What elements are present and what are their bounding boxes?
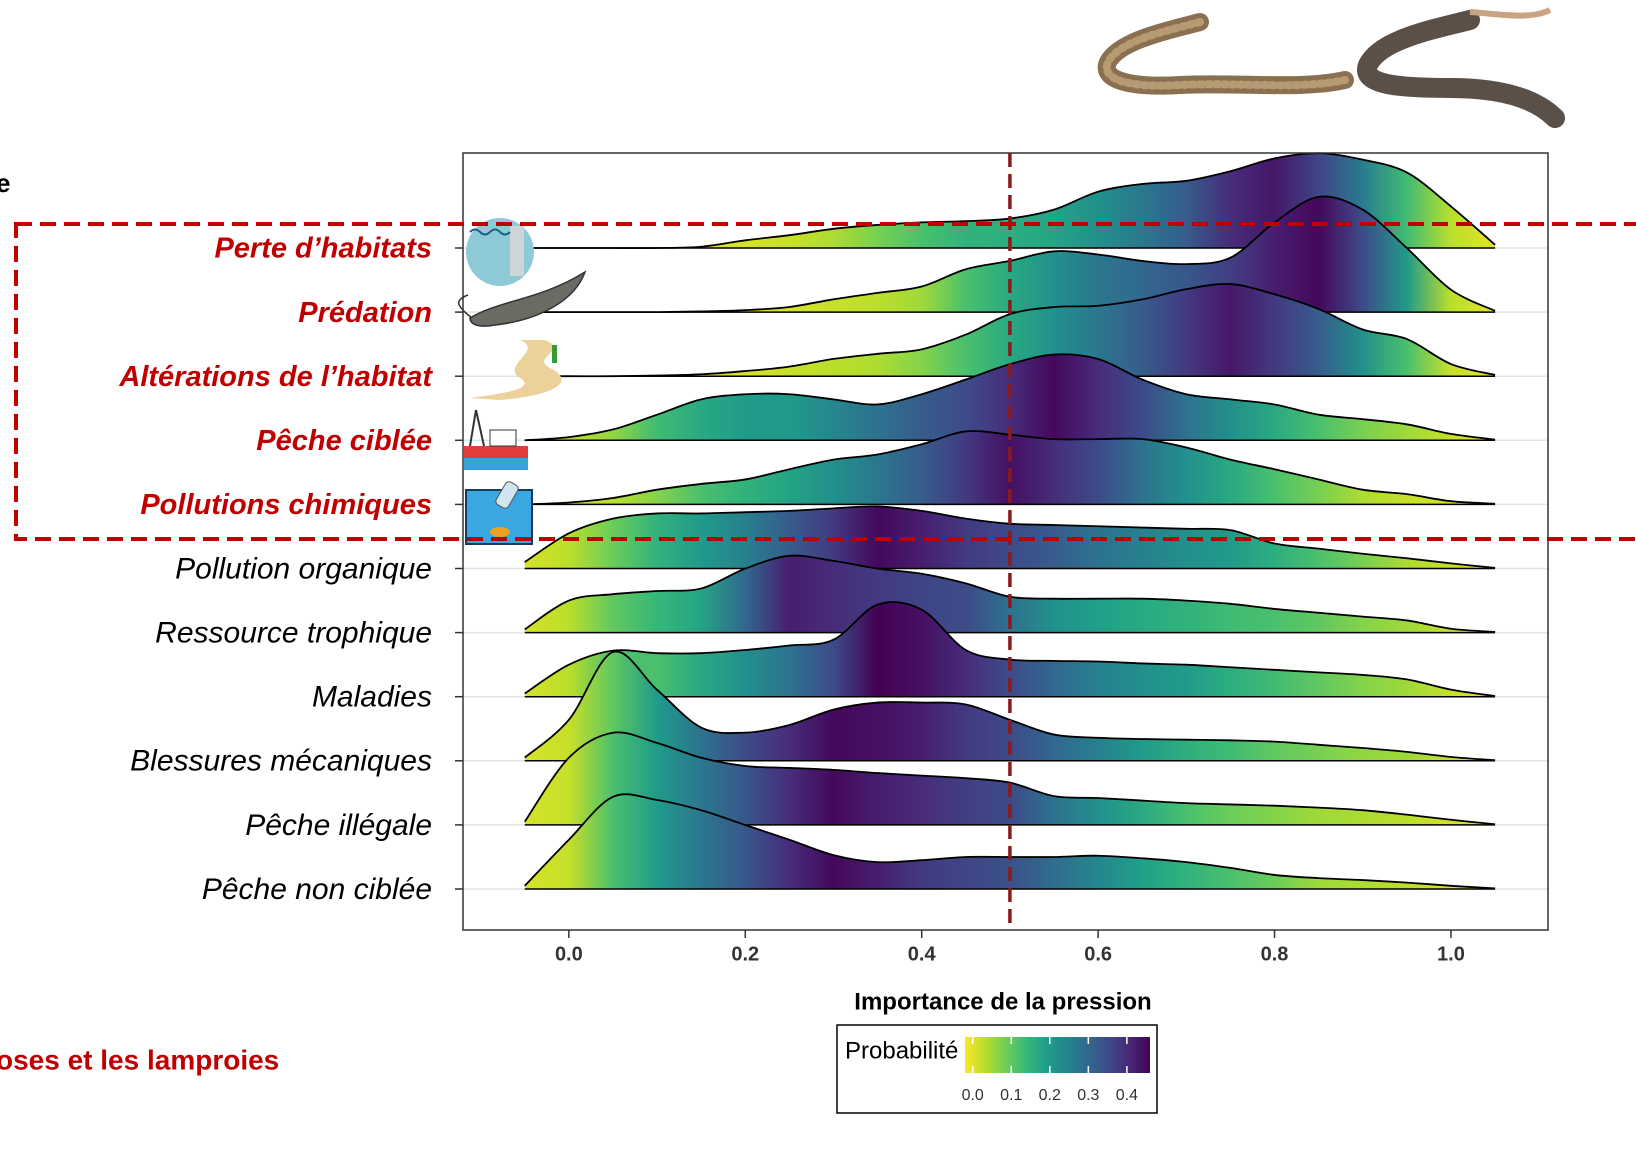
icon-fish	[490, 527, 510, 537]
y-tick-label: Pêche non ciblée	[202, 873, 432, 906]
y-tick-label: Maladies	[312, 681, 432, 714]
y-tick-label: Altérations de l’habitat	[118, 361, 433, 393]
x-tick-label: 0.8	[1261, 943, 1289, 965]
icon-cactus	[552, 345, 557, 363]
y-tick-label: Pêche illégale	[245, 809, 432, 842]
chart: e oses et les lamproies Importance de la…	[0, 0, 1636, 1165]
side-text: oses et les lamproies	[0, 1044, 279, 1075]
colorbar-fill	[965, 1037, 1150, 1073]
icon-boat-water	[464, 458, 528, 470]
legend-title: Probabilité	[845, 1037, 958, 1064]
colorbar-tick-label: 0.0	[962, 1087, 984, 1104]
colorbar-tick-label: 0.3	[1077, 1087, 1099, 1104]
x-axis-title: Importance de la pression	[854, 988, 1151, 1015]
icon-boat-hull	[464, 446, 528, 458]
x-tick-label: 0.4	[908, 943, 937, 965]
colorbar-tick-label: 0.2	[1039, 1087, 1061, 1104]
x-tick-label: 1.0	[1437, 943, 1465, 965]
y-tick-label: Prédation	[298, 297, 432, 329]
y-tick-label: Perte d’habitats	[214, 233, 432, 265]
icon-boat-cabin	[490, 430, 516, 446]
y-tick-label: Ressource trophique	[155, 617, 432, 650]
y-tick-label: Pêche ciblée	[256, 425, 432, 457]
y-tick-label: Pollutions chimiques	[140, 489, 432, 521]
colorbar-tick-label: 0.1	[1000, 1087, 1022, 1104]
y-tick-label: Blessures mécaniques	[130, 745, 432, 778]
page: e oses et les lamproies Importance de la…	[0, 0, 1636, 1165]
side-text: e	[0, 168, 10, 198]
y-tick-label: Pollution organique	[175, 552, 432, 585]
x-tick-label: 0.6	[1084, 943, 1112, 965]
icon-habitat-dam	[510, 226, 524, 276]
colorbar-tick-label: 0.4	[1116, 1087, 1138, 1104]
x-tick-label: 0.2	[731, 943, 759, 965]
x-tick-label: 0.0	[555, 943, 583, 965]
